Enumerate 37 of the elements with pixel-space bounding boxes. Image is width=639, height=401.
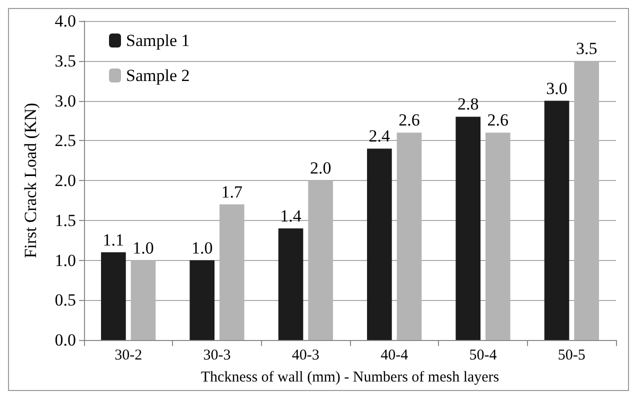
data-label: 1.0 xyxy=(191,238,213,258)
y-tick-label: 4.0 xyxy=(54,12,76,30)
x-axis-title: Thckness of wall (mm) - Numbers of mesh layers xyxy=(200,370,500,386)
y-tick-label: 2.5 xyxy=(54,131,76,150)
data-label: 1.0 xyxy=(132,238,154,258)
y-tick-label: 1.0 xyxy=(54,250,76,270)
x-tick-label: 50-5 xyxy=(558,348,586,364)
data-label: 2.4 xyxy=(368,126,391,146)
data-label: 2.8 xyxy=(457,94,479,114)
x-tick-label: 30-2 xyxy=(114,348,142,364)
data-label: 2.6 xyxy=(398,110,420,130)
x-tick-label: 40-3 xyxy=(292,348,320,364)
bar xyxy=(190,260,215,340)
legend-label: Sample 1 xyxy=(126,31,190,50)
y-tick-label: 3.0 xyxy=(54,91,76,110)
data-label: 3.0 xyxy=(546,78,568,98)
x-tick-label: 30-3 xyxy=(203,348,231,364)
bar xyxy=(544,100,570,340)
data-label: 1.7 xyxy=(221,182,244,202)
x-tick-label: 40-4 xyxy=(380,348,409,364)
x-tick-label: 50-4 xyxy=(469,348,498,364)
y-axis-title: First Crack Load (KN) xyxy=(21,102,40,258)
bar xyxy=(367,148,392,340)
y-tick-label: 0.5 xyxy=(54,290,76,310)
data-label: 3.5 xyxy=(576,38,598,58)
legend-label: Sample 2 xyxy=(126,66,190,85)
y-tick-label: 2.0 xyxy=(54,171,76,190)
y-tick-label: 1.5 xyxy=(54,210,76,230)
data-label: 1.4 xyxy=(280,206,302,226)
y-tick-label: 0.0 xyxy=(54,330,76,350)
data-label: 1.1 xyxy=(102,230,124,250)
data-label: 2.6 xyxy=(487,110,509,130)
bar xyxy=(456,116,481,340)
bar xyxy=(101,252,126,340)
data-label: 2.0 xyxy=(310,158,332,178)
y-tick-label: 3.5 xyxy=(54,51,76,70)
bar xyxy=(278,228,304,340)
